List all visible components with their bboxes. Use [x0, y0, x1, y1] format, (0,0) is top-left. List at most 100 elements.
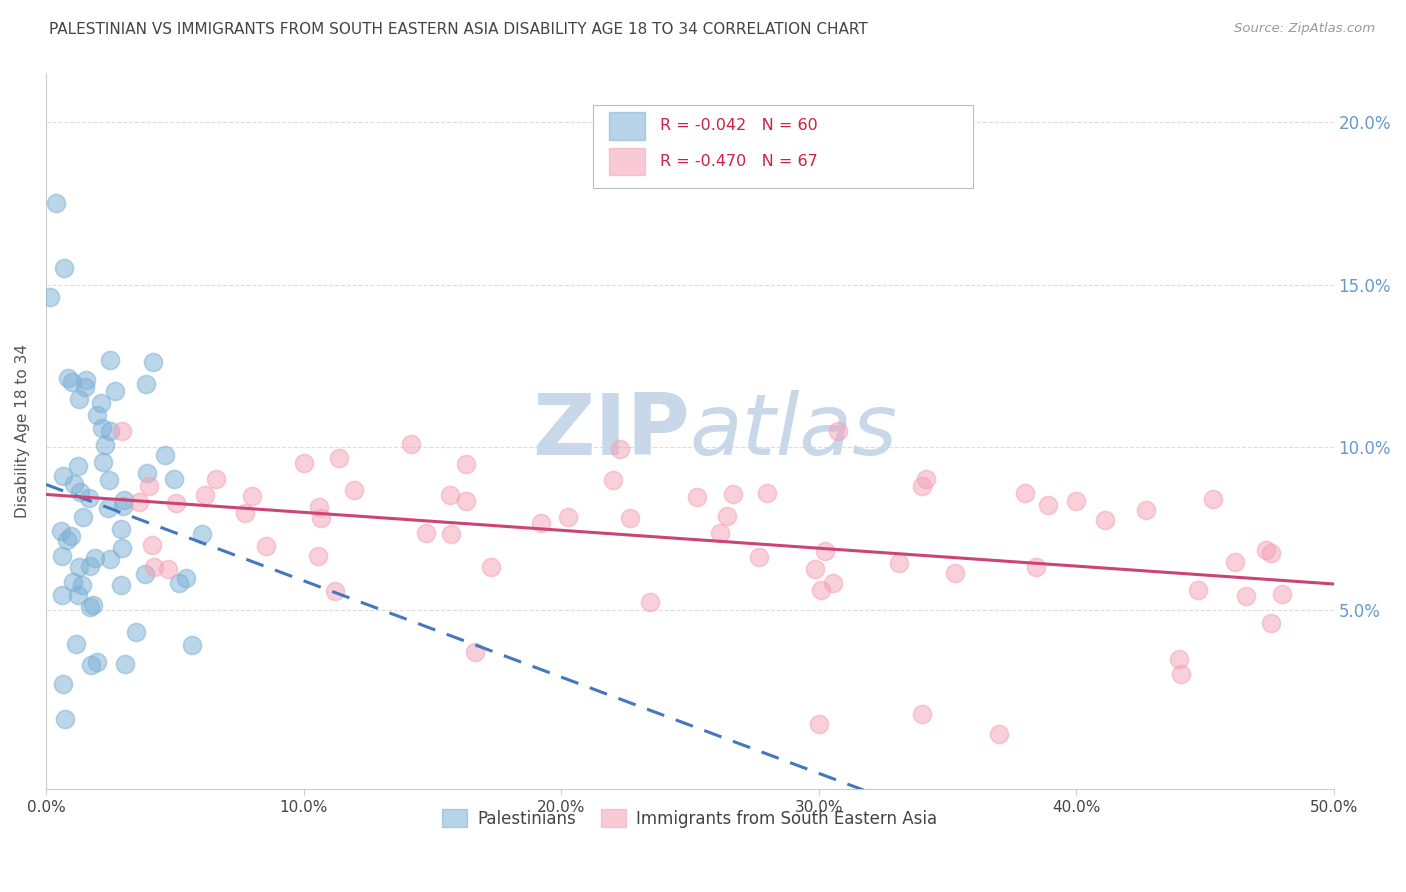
Point [58, 371, 80, 385]
Point [810, 583, 832, 598]
Point [190, 526, 212, 541]
Point [609, 442, 631, 456]
Point [464, 645, 486, 659]
Point [323, 583, 346, 598]
Point [90, 396, 112, 410]
Point [1094, 513, 1116, 527]
Point [987, 727, 1010, 741]
Point [709, 525, 731, 540]
Point [112, 493, 135, 508]
Point [1256, 543, 1278, 558]
Point [93, 438, 115, 452]
Point [134, 567, 156, 582]
Point [91, 455, 114, 469]
Point [75, 379, 97, 393]
Point [39, 290, 62, 304]
Point [914, 472, 936, 486]
Point [60, 376, 83, 390]
Point [328, 450, 350, 465]
Point [53, 712, 76, 726]
Point [440, 526, 463, 541]
Point [97, 500, 120, 515]
Point [1260, 615, 1282, 630]
Point [1260, 546, 1282, 560]
Point [142, 355, 165, 369]
Point [194, 488, 217, 502]
Point [67, 559, 90, 574]
Point [814, 544, 837, 558]
Legend: Palestinians, Immigrants from South Eastern Asia: Palestinians, Immigrants from South East… [436, 803, 943, 835]
Point [70, 578, 93, 592]
Point [910, 479, 932, 493]
Point [51, 549, 73, 563]
Point [79, 599, 101, 614]
Point [98, 353, 121, 368]
Point [138, 479, 160, 493]
Text: PALESTINIAN VS IMMIGRANTS FROM SOUTH EASTERN ASIA DISABILITY AGE 18 TO 34 CORREL: PALESTINIAN VS IMMIGRANTS FROM SOUTH EAS… [49, 22, 868, 37]
Point [142, 560, 165, 574]
Point [110, 578, 132, 592]
Point [619, 510, 641, 524]
Point [721, 486, 744, 500]
Y-axis label: Disability Age 18 to 34: Disability Age 18 to 34 [15, 344, 30, 518]
Point [292, 456, 315, 470]
Point [1036, 498, 1059, 512]
Point [112, 499, 135, 513]
Point [69, 485, 91, 500]
Point [98, 424, 121, 438]
Point [169, 576, 191, 591]
Point [52, 469, 75, 483]
Point [114, 657, 136, 671]
Point [415, 526, 437, 541]
Point [716, 509, 738, 524]
Point [98, 473, 121, 487]
Point [51, 588, 73, 602]
Point [1234, 590, 1257, 604]
Point [155, 448, 177, 462]
Point [456, 494, 478, 508]
Point [91, 421, 114, 435]
Point [343, 483, 366, 498]
Point [254, 540, 277, 554]
Point [821, 576, 844, 591]
Point [141, 539, 163, 553]
FancyBboxPatch shape [593, 105, 973, 187]
Text: R = -0.470   N = 67: R = -0.470 N = 67 [661, 153, 818, 169]
Point [59, 529, 82, 543]
Point [125, 625, 148, 640]
Point [1168, 652, 1191, 666]
Point [807, 717, 830, 731]
Point [638, 595, 661, 609]
Point [72, 509, 94, 524]
Point [557, 509, 579, 524]
Point [98, 552, 121, 566]
Point [910, 707, 932, 722]
Point [803, 562, 825, 576]
Point [65, 637, 87, 651]
Bar [609, 112, 645, 139]
Point [86, 408, 108, 422]
Point [1271, 587, 1294, 601]
Point [156, 562, 179, 576]
Point [748, 550, 770, 565]
Point [827, 424, 849, 438]
Point [1014, 486, 1036, 500]
Point [602, 473, 624, 487]
Point [75, 373, 97, 387]
Point [180, 638, 202, 652]
Point [111, 541, 134, 556]
Point [69, 392, 91, 406]
Point [1025, 559, 1047, 574]
Point [686, 490, 709, 504]
Point [1187, 582, 1209, 597]
Point [174, 571, 197, 585]
Point [128, 495, 150, 509]
Text: Source: ZipAtlas.com: Source: ZipAtlas.com [1234, 22, 1375, 36]
Point [53, 261, 76, 276]
Point [756, 486, 779, 500]
Point [1223, 555, 1246, 569]
Point [439, 488, 461, 502]
Point [309, 511, 332, 525]
Point [55, 533, 77, 547]
Point [454, 457, 477, 471]
